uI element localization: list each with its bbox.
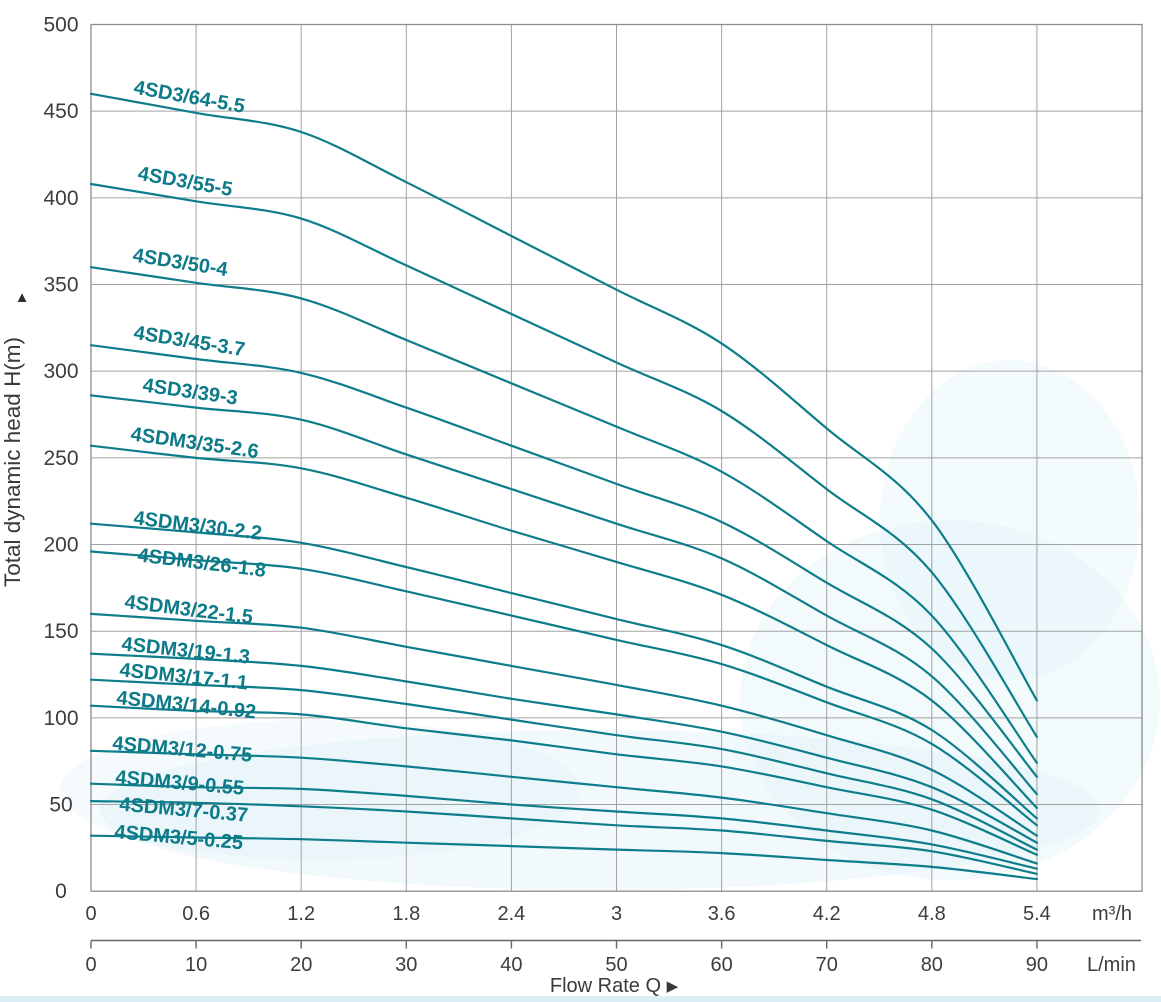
x-tick-label-secondary: 80 (921, 954, 943, 976)
x-tick-label-secondary: 10 (185, 954, 207, 976)
x-tick-label-primary: 4.8 (918, 903, 946, 925)
bottom-strip (0, 996, 1161, 1002)
curve-4SDM3-5-0-25 (89, 834, 1038, 881)
curve-4SDM3-35-2-6 (89, 444, 1038, 810)
x-tick-label-primary: 3.6 (708, 903, 736, 925)
x-tick-label-secondary: 40 (500, 954, 522, 976)
y-tick-label: 450 (43, 100, 78, 123)
curve-4SDM3-17-1-1 (89, 678, 1038, 851)
x-tick-label-secondary: 50 (605, 954, 627, 976)
x-tick-label-secondary: 70 (816, 954, 838, 976)
x-tick-label-primary: 1.2 (287, 903, 315, 925)
x-tick-label-secondary: 60 (710, 954, 732, 976)
curve-4SDM3-7-0-37 (89, 800, 1038, 875)
y-tick-label: 400 (43, 187, 78, 210)
curve-4SDM3-9-0-55 (89, 782, 1038, 870)
x-tick-label-primary: 0.6 (182, 903, 210, 925)
wash-highlight-2 (880, 360, 1140, 680)
x-tick-label-primary: 0 (85, 903, 96, 925)
y-tick-label: 100 (43, 707, 78, 730)
y-tick-label: 500 (43, 14, 78, 37)
x-tick-label-primary: 3 (611, 903, 622, 925)
curve-4SDM3-19-1-3 (89, 652, 1038, 844)
x-tick-label-primary: 2.4 (498, 903, 526, 925)
y-tick-label: 150 (43, 620, 78, 643)
curve-4SD3-55-5 (89, 182, 1038, 738)
x-tick-label-secondary: 20 (290, 954, 312, 976)
curve-4SDM3-30-2-2 (89, 522, 1038, 820)
y-tick-label: 250 (43, 447, 78, 470)
x-tick-label-primary: 5.4 (1023, 903, 1051, 925)
x-tick-label-primary: 4.2 (813, 903, 841, 925)
curve-4SD3-45-3-7 (89, 344, 1038, 778)
curve-4SD3-39-3 (89, 394, 1038, 796)
plot-frame (90, 23, 1143, 892)
x-tick-label-secondary: 30 (395, 954, 417, 976)
curve-4SD3-64-5-5 (89, 92, 1038, 702)
y-tick-label: 50 (49, 794, 72, 817)
y-tick-label: 350 (43, 274, 78, 297)
y-tick-label: 300 (43, 360, 78, 383)
x-unit-primary: m³/h (1092, 903, 1132, 925)
x-axis-arrow-icon: ▶ (667, 978, 679, 995)
y-tick-label: 200 (43, 534, 78, 557)
curve-4SDM3-26-1-8 (89, 550, 1038, 827)
curve-4SD3-50-4 (89, 266, 1038, 764)
y-axis-title: Total dynamic head H(m) (0, 337, 25, 587)
curve-4SDM3-12-0-75 (89, 749, 1038, 865)
x-axis-title: Flow Rate Q ▶ (550, 975, 679, 997)
x-tick-label-primary: 1.8 (392, 903, 420, 925)
y-axis-arrow-icon: ▲ (15, 289, 30, 306)
curve-4SDM3-22-1-5 (89, 612, 1038, 837)
y-tick-label: 0 (55, 880, 67, 903)
x-tick-label-secondary: 0 (85, 954, 96, 976)
x-tick-label-secondary: 90 (1026, 954, 1048, 976)
curve-4SDM3-14-0-92 (89, 704, 1038, 856)
x-unit-secondary: L/min (1087, 954, 1136, 976)
